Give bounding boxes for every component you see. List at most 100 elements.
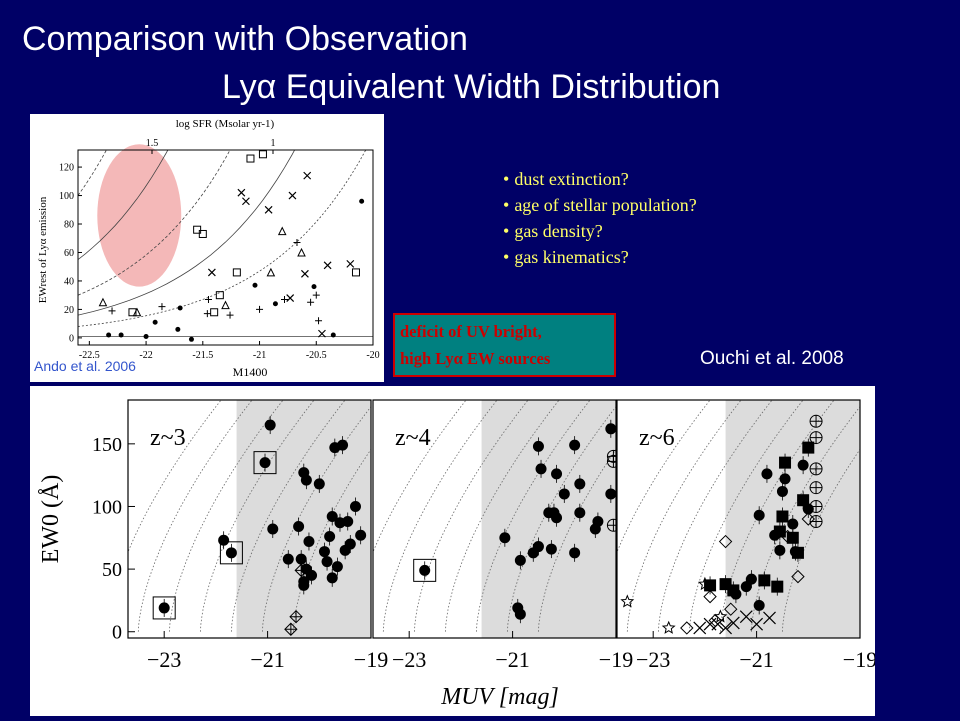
ouchi-data-point <box>763 611 776 625</box>
ouchi-x-tick-label: −21 <box>495 647 529 672</box>
ando-data-point <box>118 332 124 338</box>
ouchi-data-point <box>774 544 786 556</box>
ouchi-data-point <box>606 518 616 532</box>
ando-data-point <box>152 319 158 325</box>
ouchi-data-point <box>551 468 563 480</box>
ando-x-tick-label: -20 <box>366 350 379 361</box>
ouchi-guide-curve <box>169 400 284 632</box>
ouchi-guide-curve <box>476 400 591 632</box>
ouchi-x-axis-label: MUV [mag] <box>440 684 559 710</box>
deficit-line: high Lyα EW sources <box>400 349 551 368</box>
ando-data-point <box>232 268 241 277</box>
highlight-box <box>219 541 243 565</box>
ouchi-data-point <box>605 488 616 500</box>
ouchi-data-point <box>776 485 788 497</box>
ouchi-guide-curve <box>373 400 467 553</box>
ouchi-data-point <box>771 580 784 593</box>
ando-x-tick-label: -22.5 <box>79 350 100 361</box>
ouchi-data-point <box>532 541 544 553</box>
ouchi-credit: Ouchi et al. 2008 <box>700 348 844 369</box>
ando-data-point <box>351 268 360 277</box>
ando-data-point <box>188 336 194 342</box>
ouchi-data-point <box>802 441 815 454</box>
ouchi-subpanel-1 <box>373 400 616 638</box>
highlight-box <box>152 596 176 620</box>
ouchi-data-point <box>753 599 765 611</box>
ouchi-data-point <box>704 579 717 592</box>
bullet-list: • dust extinction? • age of stellar popula… <box>503 167 697 271</box>
ando-data-point <box>132 307 142 317</box>
ando-y-tick-label: 60 <box>64 248 74 259</box>
ouchi-guide-curve <box>414 400 529 632</box>
ouchi-data-point <box>514 554 526 566</box>
ouchi-data-point <box>284 622 298 636</box>
ouchi-data-point <box>787 518 799 530</box>
ouchi-guide-curve <box>751 406 860 632</box>
ando-data-point <box>175 326 181 332</box>
ando-data-point <box>307 298 315 306</box>
ando-data-point <box>198 229 207 238</box>
deficit-callout: deficit of UV bright, high Lyα EW source… <box>393 313 616 377</box>
ando-data-point <box>203 310 211 318</box>
bullet-item: • gas kinematics? <box>503 247 629 267</box>
ando-data-point <box>210 308 219 317</box>
ouchi-data-point <box>718 534 733 549</box>
ando-data-point <box>286 294 295 302</box>
ouchi-data-point <box>797 459 809 471</box>
ouchi-plot-frame <box>616 399 861 639</box>
ouchi-data-point <box>809 414 823 428</box>
ouchi-data-point <box>419 564 431 576</box>
ando-data-point <box>158 303 166 311</box>
ando-curves <box>78 150 373 337</box>
ouchi-data-point <box>499 532 511 544</box>
ando-data-point <box>311 284 317 290</box>
ouchi-x-tick-label: −23 <box>636 647 670 672</box>
ouchi-y-axis-label: EW0 (Å) <box>38 475 64 564</box>
ouchi-data-point <box>574 507 586 519</box>
ando-y-tick-label: 40 <box>64 276 74 287</box>
ando-data-point <box>143 333 149 339</box>
ouchi-guide-curve <box>137 400 253 632</box>
ouchi-data-point <box>225 547 237 559</box>
ando-data-point <box>207 268 216 277</box>
ando-data-point <box>204 295 212 303</box>
ouchi-y-tick-label: 50 <box>102 559 122 581</box>
ouchi-data-point <box>592 516 604 528</box>
ouchi-data-point <box>789 546 801 558</box>
ando-data-point <box>312 291 320 299</box>
ouchi-data-point <box>750 617 764 631</box>
ouchi-x-tick-label: −19 <box>599 647 633 672</box>
slide-title: Comparison with Observation <box>22 20 468 58</box>
ouchi-data-point <box>331 561 343 573</box>
ouchi-data-point <box>298 579 310 591</box>
ouchi-data-point <box>809 462 823 476</box>
ando-data-point <box>252 282 258 288</box>
ando-data-point <box>346 259 355 268</box>
ando-x-tick-label: -21 <box>253 350 266 361</box>
ouchi-data-point <box>293 521 305 533</box>
ando-y-tick-label: 20 <box>64 305 74 316</box>
ando-y-tick-label: 100 <box>59 191 74 202</box>
ando-chart-panel: -22.5 -22 -21.5 -21 -20.5 -20 0 20 40 60 80 100 120 1… <box>30 114 384 382</box>
ando-x-tick-label: -21.5 <box>192 350 213 361</box>
ando-data-point <box>264 205 273 214</box>
ouchi-data-point <box>809 481 823 495</box>
ando-data-point <box>315 317 323 325</box>
ouchi-data-point <box>558 488 570 500</box>
ando-data-point <box>108 307 116 315</box>
ouchi-plot-frame <box>372 399 617 639</box>
ouchi-subpanel-0 <box>128 400 371 638</box>
ouchi-data-point <box>779 473 791 485</box>
ando-guide-curve <box>78 150 231 296</box>
ouchi-x-tick-label: −23 <box>392 647 426 672</box>
ouchi-data-point <box>514 608 526 620</box>
ouchi-data-point <box>620 594 635 608</box>
ouchi-y-tick-label: 0 <box>112 622 122 644</box>
ouchi-x-tick-label: −21 <box>250 647 284 672</box>
ouchi-data-point <box>719 621 732 635</box>
ouchi-guide-curve <box>658 400 773 632</box>
ando-guide-curve <box>78 150 169 260</box>
ouchi-data-point <box>713 609 728 623</box>
ouchi-data-point <box>809 499 823 513</box>
ouchi-data-point <box>569 439 581 451</box>
